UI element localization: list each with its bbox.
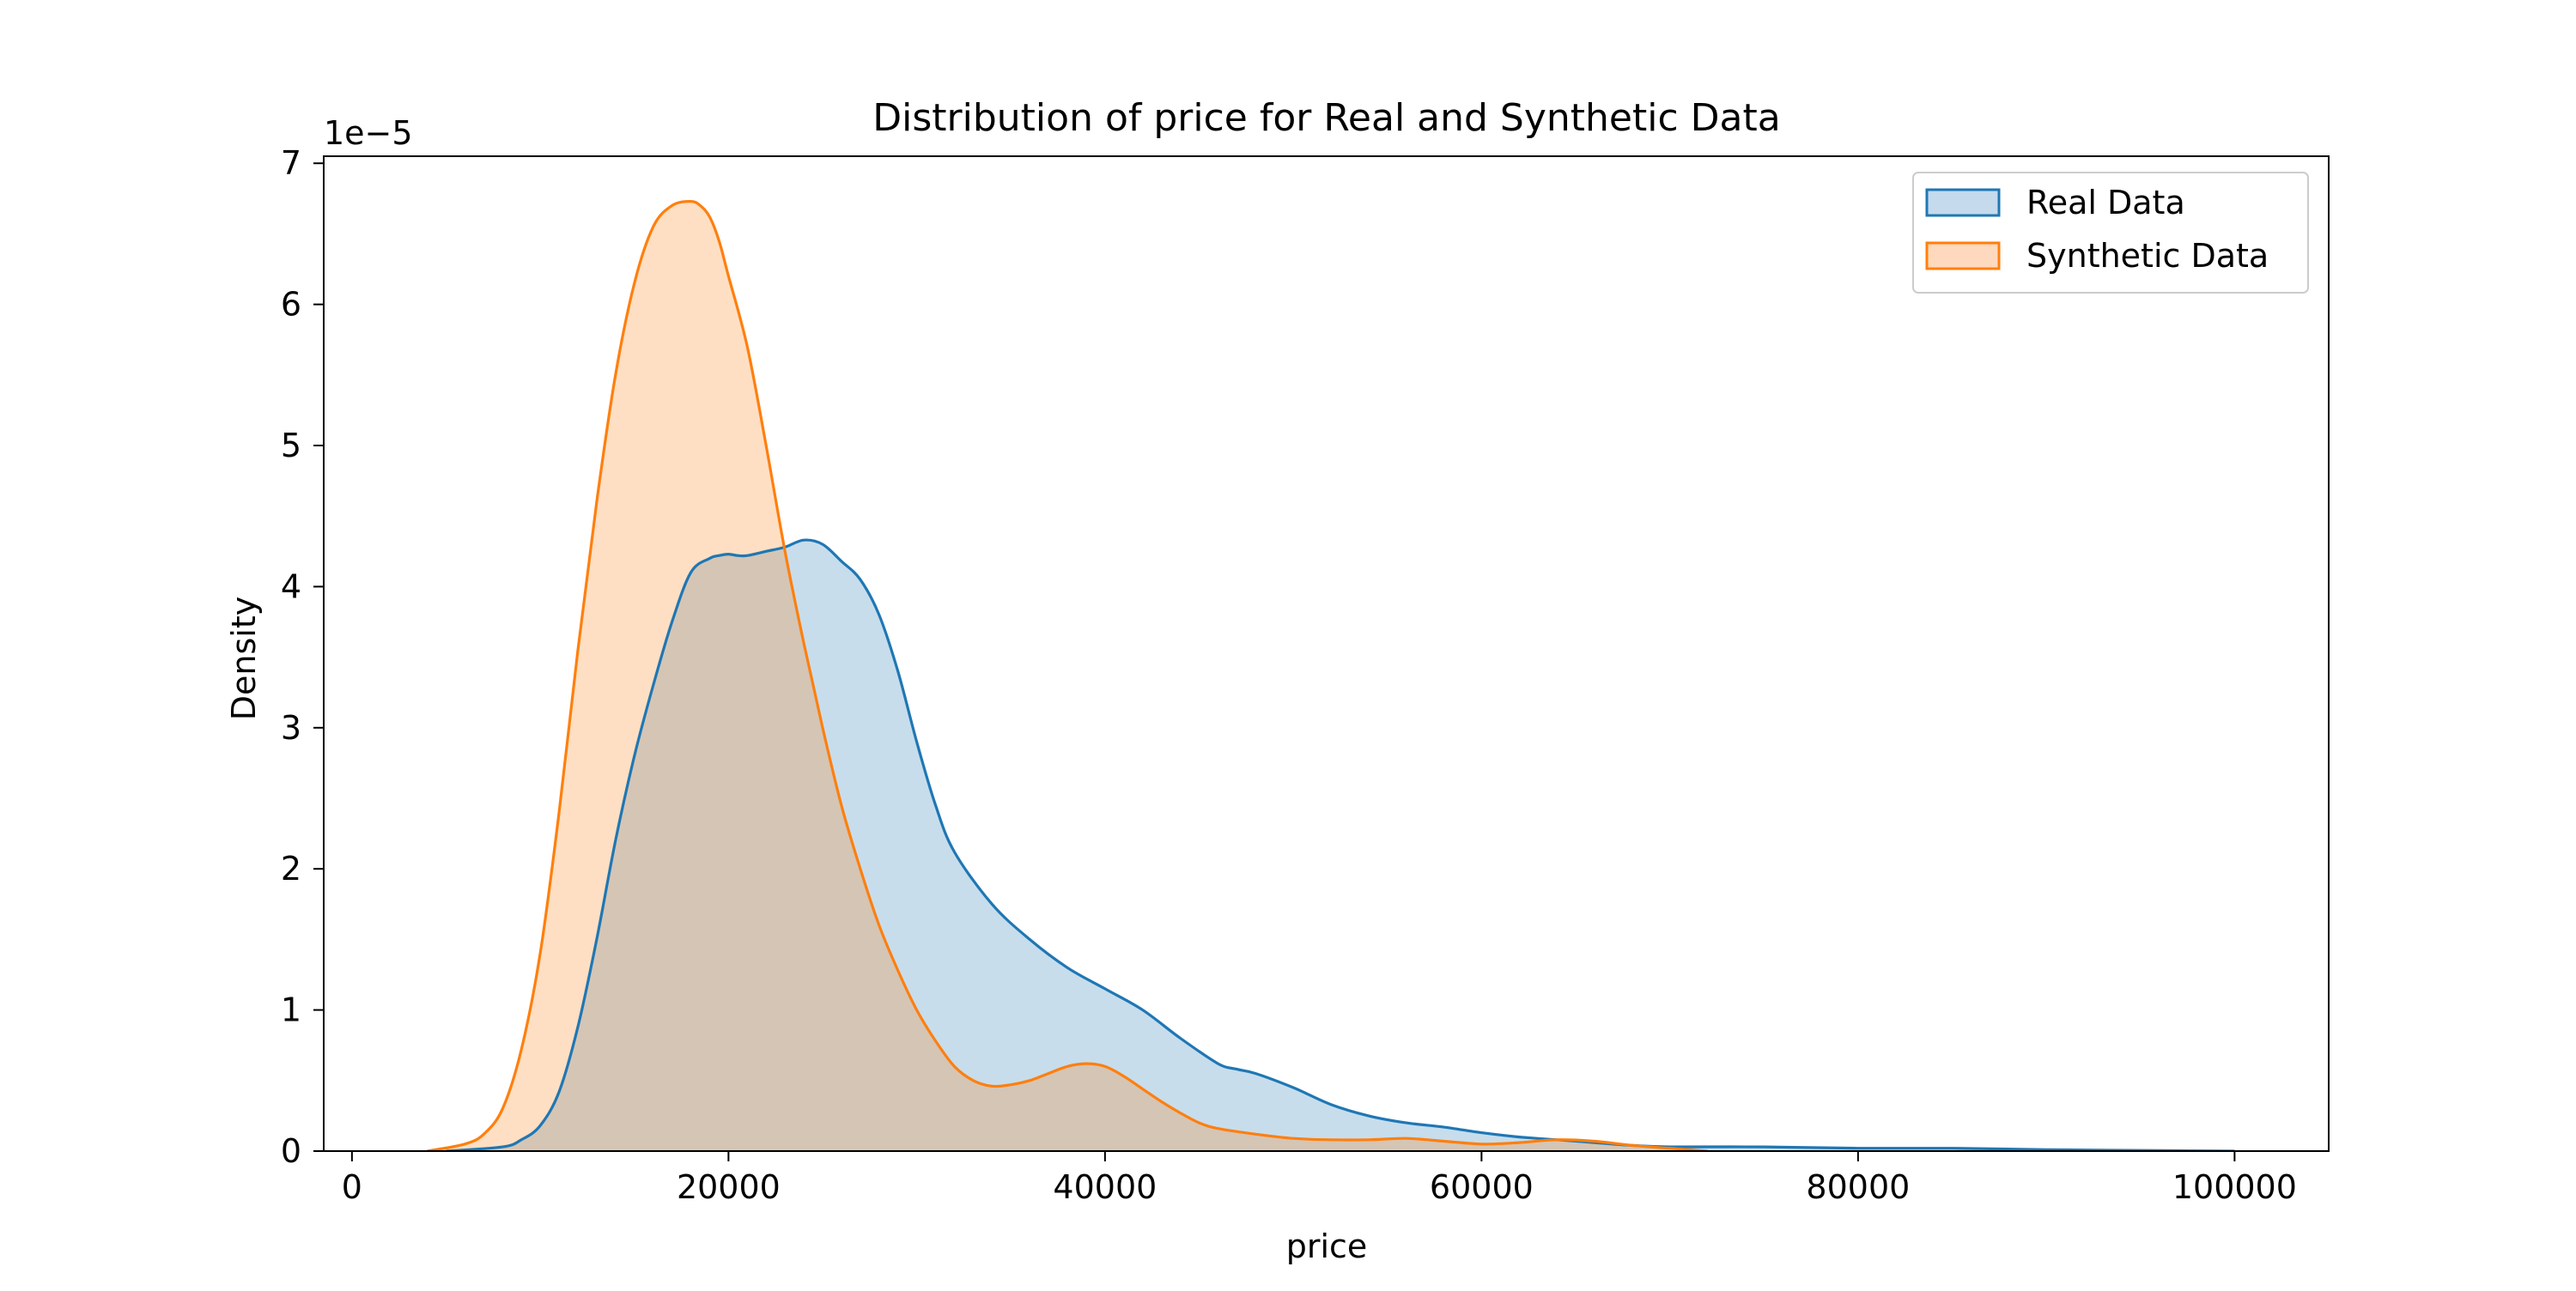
x-tick-label: 60000 — [1430, 1168, 1534, 1206]
y-tick-label: 5 — [281, 427, 301, 464]
x-tick-label: 0 — [342, 1168, 362, 1206]
x-tick-label: 40000 — [1053, 1168, 1157, 1206]
x-axis-label: price — [1286, 1227, 1368, 1265]
synthetic-data-line — [427, 199, 1708, 1151]
y-tick-label: 6 — [281, 286, 301, 324]
synthetic-data-area — [427, 201, 1708, 1151]
y-axis-scale-note: 1e−5 — [324, 114, 413, 152]
legend-box — [1912, 172, 2309, 294]
y-tick-label: 7 — [281, 144, 301, 182]
legend-swatch-real-data — [1925, 188, 2001, 217]
y-axis-label: Density — [225, 597, 263, 720]
axes: 0 20000 40000 60000 80000 100000 0 1 2 3 4 5 6 7 — [281, 144, 2330, 1206]
y-tick-label: 1 — [281, 991, 301, 1029]
x-tick-label: 20000 — [677, 1168, 781, 1206]
legend-label-synthetic-data: Synthetic Data — [2026, 237, 2269, 275]
real-data-area — [446, 540, 2235, 1151]
y-tick-label: 0 — [281, 1132, 301, 1170]
axes-frame — [323, 155, 2330, 1152]
legend: Real Data Synthetic Data — [1912, 172, 2309, 294]
plot-area — [427, 199, 2235, 1151]
x-tick-label: 80000 — [1806, 1168, 1910, 1206]
legend-swatch-synthetic-data — [1925, 241, 2001, 270]
chart-title: Distribution of price for Real and Synth… — [872, 96, 1780, 140]
y-tick-label: 3 — [281, 709, 301, 747]
y-tick-label: 4 — [281, 567, 301, 605]
legend-label-real-data: Real Data — [2026, 184, 2185, 221]
x-tick-label: 100000 — [2172, 1168, 2297, 1206]
y-tick-label: 2 — [281, 850, 301, 888]
